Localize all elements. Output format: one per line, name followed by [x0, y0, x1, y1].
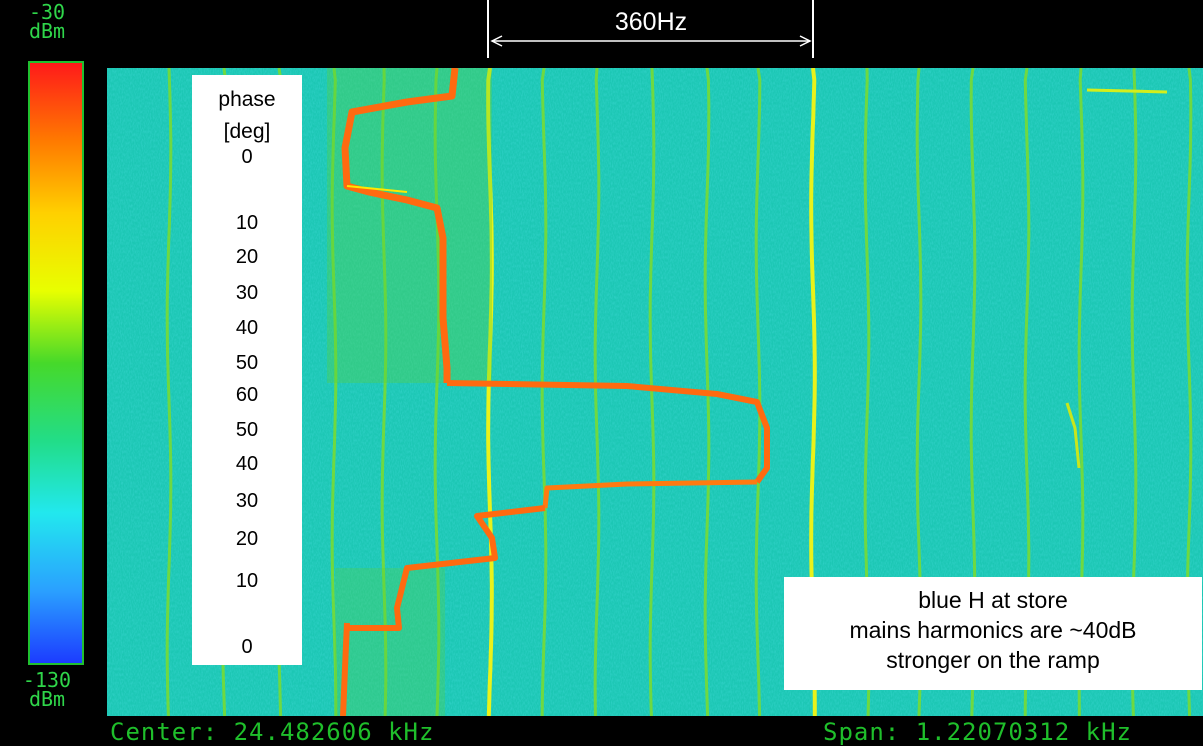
- harmonic-line: [648, 68, 656, 716]
- scale-min-value: -130: [22, 668, 72, 692]
- phase-tick-label: 0: [241, 146, 253, 168]
- harmonic-line: [754, 68, 762, 716]
- scale-max-value: -30: [28, 0, 66, 24]
- scale-min-label: -130 dBm: [4, 668, 90, 711]
- marker-label: 360Hz: [614, 8, 688, 36]
- phase-tick-label: 0: [241, 636, 253, 658]
- signal-trace: [446, 380, 770, 484]
- phase-tick-label: 10: [235, 570, 259, 592]
- annotation-line: mains harmonics are ~40dB: [849, 617, 1137, 643]
- phase-tick-label: 30: [235, 282, 259, 304]
- phase-tick-label: 50: [235, 419, 259, 441]
- harmonic-line: [433, 68, 441, 716]
- phase-tick-label: 10: [235, 212, 259, 234]
- harmonic-line: [380, 68, 388, 716]
- signal-trace: [341, 68, 459, 383]
- harmonic-line: [330, 68, 338, 716]
- marker-double-arrow-icon: [490, 35, 812, 47]
- harmonic-line: [486, 68, 494, 716]
- harmonic-line: [593, 68, 601, 716]
- scale-min-unit: dBm: [28, 687, 66, 711]
- phase-tick-label: 60: [235, 384, 259, 406]
- phase-axis-panel: phase [deg] 0 10 20 30 40 50 60 50 40 30 20 10 0: [192, 75, 302, 665]
- harmonic-line: [165, 68, 173, 716]
- signal-trace: [1086, 88, 1168, 94]
- harmonic-line: [540, 68, 548, 716]
- marker-left-tick: [487, 0, 489, 58]
- phase-axis-title: phase: [218, 88, 276, 111]
- signal-trace: [1065, 402, 1081, 469]
- annotation-line: stronger on the ramp: [886, 647, 1100, 673]
- phase-tick-label: 40: [235, 453, 259, 475]
- phase-tick-label: 30: [235, 490, 259, 512]
- annotation-box: blue H at store mains harmonics are ~40d…: [784, 577, 1202, 690]
- scale-max-unit: dBm: [28, 19, 66, 43]
- marker-right-tick: [812, 0, 814, 58]
- phase-tick-label: 40: [235, 317, 259, 339]
- signal-trace: [346, 185, 408, 193]
- signal-trace: [542, 479, 758, 509]
- phase-tick-label: 20: [235, 528, 259, 550]
- annotation-line: blue H at store: [918, 587, 1068, 613]
- center-frequency-readout: Center: 24.482606 kHz: [110, 718, 435, 746]
- phase-tick-label: 50: [235, 352, 259, 374]
- phase-tick-label: 20: [235, 246, 259, 268]
- scale-max-label: -30 dBm: [4, 0, 90, 43]
- phase-axis-unit: [deg]: [223, 120, 271, 143]
- color-scale-bar: [28, 61, 84, 665]
- signal-trace: [340, 622, 350, 716]
- span-readout: Span: 1.22070312 kHz: [823, 718, 1132, 746]
- signal-trace: [347, 505, 546, 631]
